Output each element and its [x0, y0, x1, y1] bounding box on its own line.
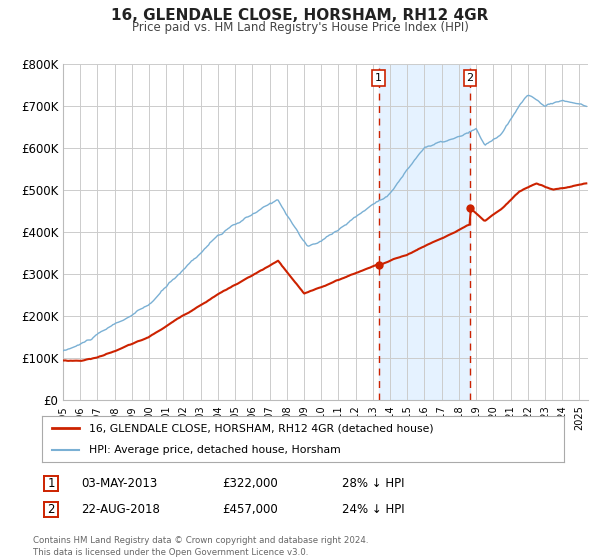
Text: 1: 1	[375, 73, 382, 83]
Text: 28% ↓ HPI: 28% ↓ HPI	[342, 477, 404, 491]
Text: 2: 2	[47, 503, 55, 516]
Text: 16, GLENDALE CLOSE, HORSHAM, RH12 4GR (detached house): 16, GLENDALE CLOSE, HORSHAM, RH12 4GR (d…	[89, 423, 434, 433]
Text: 24% ↓ HPI: 24% ↓ HPI	[342, 503, 404, 516]
Text: £322,000: £322,000	[222, 477, 278, 491]
Text: £457,000: £457,000	[222, 503, 278, 516]
Text: 2: 2	[466, 73, 473, 83]
Bar	[379, 64, 470, 400]
Text: 16, GLENDALE CLOSE, HORSHAM, RH12 4GR: 16, GLENDALE CLOSE, HORSHAM, RH12 4GR	[112, 8, 488, 24]
Text: 03-MAY-2013: 03-MAY-2013	[81, 477, 157, 491]
Text: HPI: Average price, detached house, Horsham: HPI: Average price, detached house, Hors…	[89, 445, 341, 455]
Text: Price paid vs. HM Land Registry's House Price Index (HPI): Price paid vs. HM Land Registry's House …	[131, 21, 469, 34]
Text: 1: 1	[47, 477, 55, 491]
Text: Contains HM Land Registry data © Crown copyright and database right 2024.
This d: Contains HM Land Registry data © Crown c…	[33, 536, 368, 557]
Text: 22-AUG-2018: 22-AUG-2018	[81, 503, 160, 516]
